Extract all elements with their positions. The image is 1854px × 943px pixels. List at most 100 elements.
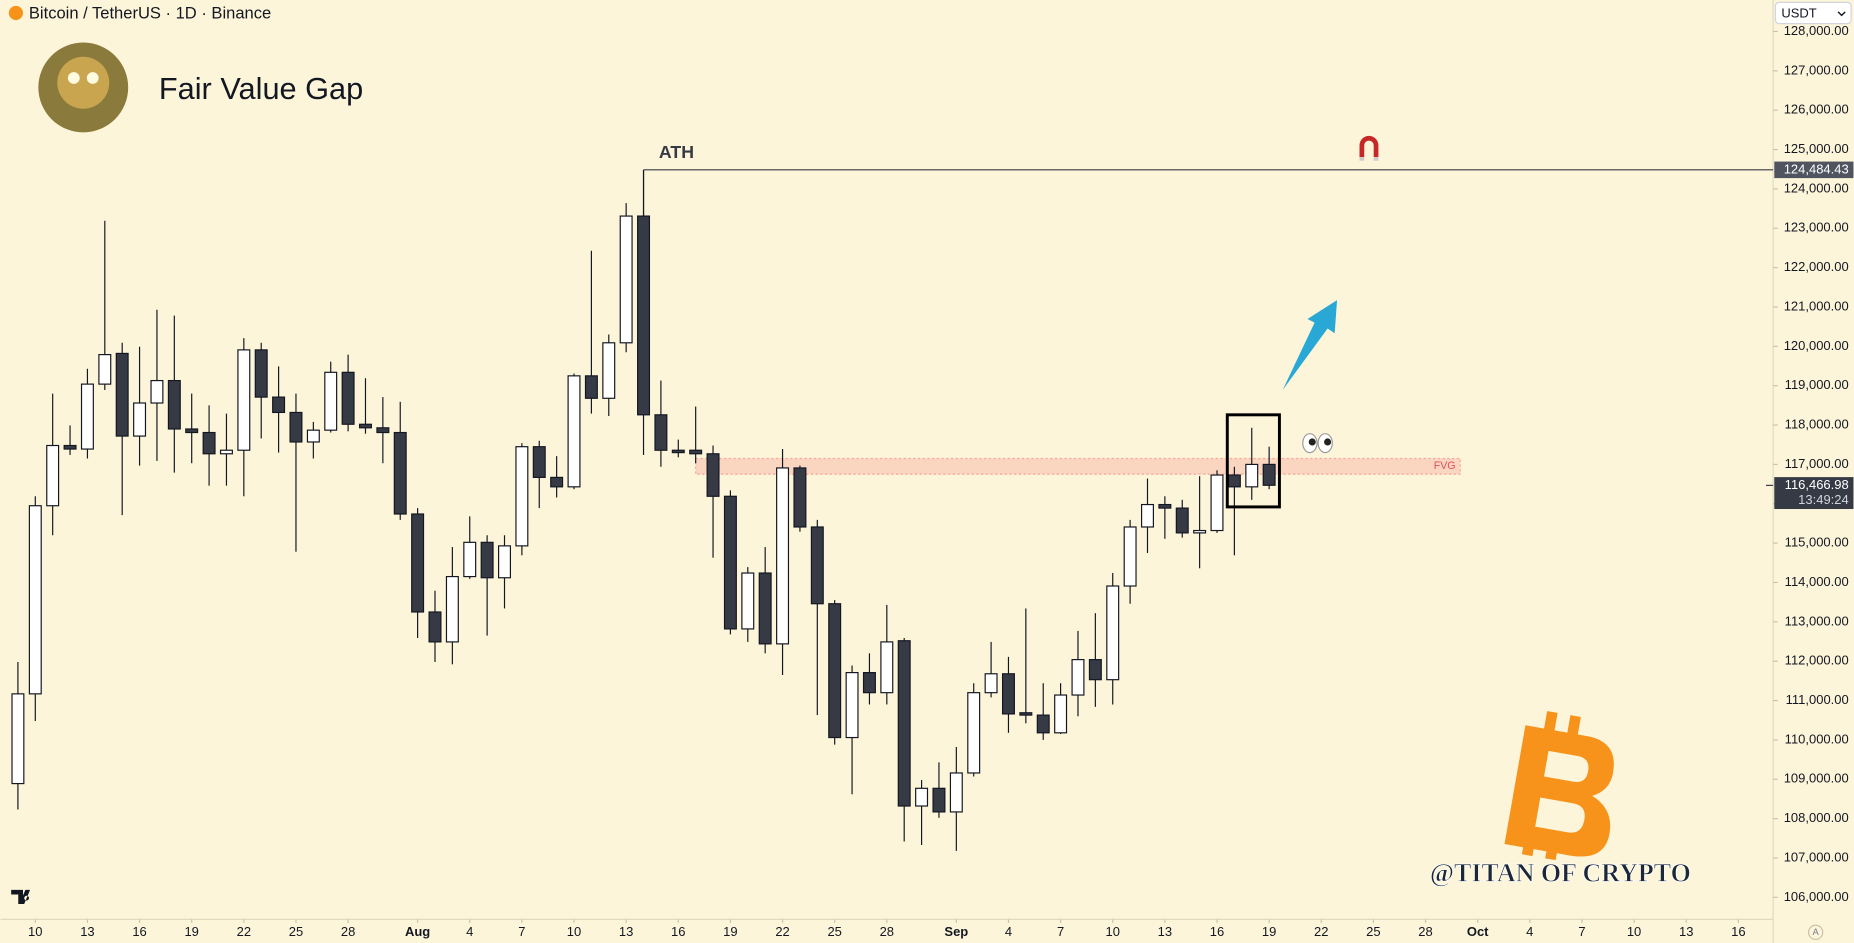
- candle-body: [1001, 673, 1015, 715]
- x-tick-label: 16: [132, 924, 146, 939]
- candle-body: [1175, 507, 1189, 534]
- candle-body: [445, 575, 459, 643]
- candle: [237, 338, 251, 497]
- candle: [567, 373, 581, 490]
- candle-body: [115, 352, 129, 437]
- candle-body: [289, 411, 303, 443]
- candle-body: [671, 449, 685, 454]
- candle-body: [393, 431, 407, 515]
- candle: [1001, 656, 1015, 733]
- x-tick-label: 22: [775, 924, 789, 939]
- bitcoin-logo: [1504, 711, 1614, 861]
- x-tick-label: Sep: [944, 924, 968, 939]
- y-tick-label: 107,000.00: [1784, 849, 1849, 864]
- y-tick-label: 115,000.00: [1785, 535, 1849, 550]
- candle: [1262, 446, 1276, 490]
- candle: [463, 516, 477, 579]
- x-tick-label: 19: [1262, 924, 1276, 939]
- candle: [828, 600, 842, 745]
- candle: [1019, 608, 1033, 724]
- candle: [46, 393, 60, 536]
- candle: [602, 334, 616, 416]
- candle-body: [828, 603, 842, 739]
- candle-body: [63, 444, 77, 450]
- candle-body: [1140, 503, 1154, 528]
- candle: [984, 641, 998, 698]
- candle: [758, 547, 772, 654]
- candle: [272, 366, 286, 453]
- candle: [1210, 470, 1224, 533]
- y-tick-label: 108,000.00: [1784, 810, 1849, 825]
- candle-body: [463, 541, 477, 578]
- y-tick-label: 123,000.00: [1784, 220, 1849, 235]
- candle-body: [532, 446, 546, 478]
- candle: [445, 547, 459, 665]
- candle: [532, 440, 546, 509]
- x-tick-label: 16: [1731, 924, 1745, 939]
- y-tick-label: 121,000.00: [1784, 298, 1849, 313]
- candle-body: [237, 349, 251, 451]
- x-tick-label: 16: [671, 924, 685, 939]
- currency-button[interactable]: USDT: [1774, 1, 1852, 25]
- x-tick-label: Aug: [405, 924, 430, 939]
- candle-body: [637, 215, 651, 416]
- x-tick-label: 13: [619, 924, 633, 939]
- candle: [63, 425, 77, 455]
- tradingview-logo: [11, 889, 31, 905]
- candle: [98, 220, 112, 391]
- candle: [1071, 630, 1085, 717]
- y-tick-label: 114,000.00: [1785, 574, 1849, 589]
- candle-body: [949, 772, 963, 813]
- candle-body: [967, 692, 981, 774]
- candle-body: [689, 449, 703, 455]
- candle: [1140, 478, 1154, 553]
- candle-body: [932, 787, 946, 813]
- candle: [515, 443, 529, 556]
- candle: [341, 354, 355, 432]
- x-tick-label: 10: [567, 924, 581, 939]
- highlight-box: [1225, 413, 1281, 509]
- y-tick-label: 126,000.00: [1784, 102, 1849, 117]
- candle-body: [80, 383, 94, 450]
- fvg-zone: [695, 457, 1461, 475]
- currency-label[interactable]: USDT: [1781, 6, 1816, 21]
- y-tick-label: 111,000.00: [1786, 692, 1849, 707]
- candle-body: [897, 640, 911, 807]
- eyes-emoji: [1302, 433, 1333, 454]
- candle-body: [810, 526, 824, 605]
- candle-body: [845, 672, 859, 739]
- candle-body: [272, 396, 286, 414]
- auto-scale-label[interactable]: A: [1812, 927, 1819, 938]
- candle: [793, 465, 807, 532]
- x-tick-label: 7: [1057, 924, 1064, 939]
- candle: [810, 519, 824, 716]
- candle-body: [793, 467, 807, 528]
- candle-body: [1123, 526, 1137, 587]
- x-tick-label: 13: [80, 924, 94, 939]
- candle: [776, 449, 790, 675]
- y-tick-label: 119,000.00: [1785, 377, 1849, 392]
- candle: [411, 508, 425, 638]
- ath-price-label: 124,484.43: [1784, 161, 1849, 176]
- candle-body: [550, 476, 564, 488]
- candle: [654, 380, 668, 467]
- candle-body: [880, 641, 894, 694]
- x-tick-label: 16: [1210, 924, 1224, 939]
- fvg-label: FVG: [1434, 460, 1456, 472]
- y-tick-label: 127,000.00: [1784, 62, 1849, 77]
- countdown-label: 13:49:24: [1798, 492, 1849, 507]
- candle-body: [411, 513, 425, 613]
- candle: [1158, 496, 1172, 539]
- candle-body: [202, 431, 216, 455]
- candle-body: [1262, 463, 1276, 486]
- candle: [637, 170, 651, 455]
- x-tick-label: 7: [518, 924, 525, 939]
- x-tick-label: 22: [237, 924, 251, 939]
- auto-scale-button[interactable]: A: [1807, 924, 1824, 941]
- candle: [741, 567, 755, 642]
- candle-body: [758, 572, 772, 645]
- candle: [723, 490, 737, 635]
- candle-body: [480, 541, 494, 579]
